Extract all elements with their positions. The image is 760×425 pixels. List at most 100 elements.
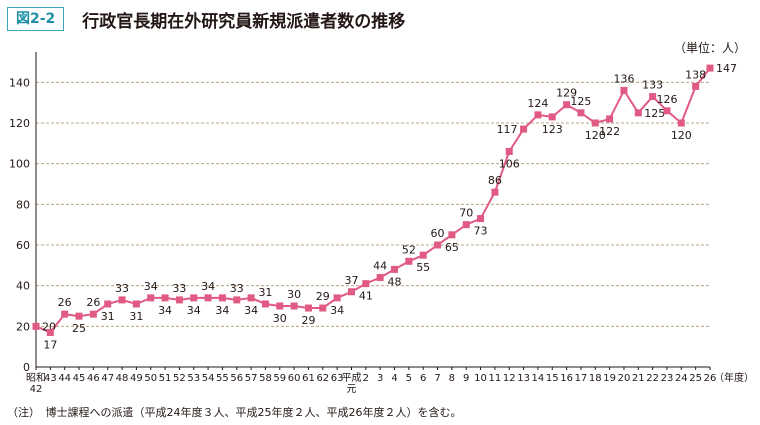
data-point	[706, 64, 714, 72]
data-point	[692, 82, 700, 90]
data-point	[147, 294, 155, 302]
x-tick-label: 52	[173, 373, 186, 384]
x-tick-label: 14	[532, 373, 545, 384]
x-tick-label: 11	[489, 373, 502, 384]
data-point	[218, 294, 226, 302]
data-point	[319, 304, 327, 312]
data-label: 44	[373, 260, 387, 273]
x-tick-label: 15	[546, 373, 559, 384]
data-point	[46, 328, 54, 336]
unit-label: （単位：人）	[673, 41, 746, 55]
data-label: 33	[172, 282, 186, 295]
data-point	[677, 119, 685, 127]
x-tick-label: 17	[575, 373, 588, 384]
data-label: 65	[445, 241, 459, 254]
data-label: 52	[402, 243, 416, 256]
data-point	[362, 280, 370, 288]
data-label: 125	[644, 107, 665, 120]
data-point	[534, 111, 542, 119]
x-tick-label: 19	[603, 373, 616, 384]
data-point	[261, 300, 269, 308]
data-point	[61, 310, 69, 318]
data-point	[405, 257, 413, 265]
x-tick-label: 42	[30, 384, 43, 395]
x-tick-label: 13	[517, 373, 530, 384]
data-label: 37	[344, 274, 358, 287]
data-label: 126	[656, 93, 677, 106]
x-tick-label: 平成	[341, 372, 361, 384]
x-tick-label: 25	[689, 373, 702, 384]
data-point	[304, 304, 312, 312]
x-tick-label: 20	[618, 373, 631, 384]
data-label: 34	[244, 304, 258, 317]
data-point	[104, 300, 112, 308]
data-label: 60	[431, 227, 445, 240]
y-tick-label: 60	[16, 239, 30, 252]
data-point	[161, 294, 169, 302]
x-tick-label: 22	[646, 373, 659, 384]
data-point	[204, 294, 212, 302]
x-tick-label: 18	[589, 373, 602, 384]
x-tick-label: 50	[144, 373, 157, 384]
data-label: 30	[287, 288, 301, 301]
x-tick-label: 44	[58, 373, 71, 384]
data-label: 106	[499, 157, 520, 170]
data-point	[290, 302, 298, 310]
x-tick-label: 8	[449, 373, 455, 384]
data-point	[333, 294, 341, 302]
data-point	[434, 241, 442, 249]
data-label: 34	[187, 304, 201, 317]
data-label: 136	[613, 72, 634, 85]
data-point	[591, 119, 599, 127]
data-point	[175, 296, 183, 304]
x-tick-label: 54	[202, 373, 215, 384]
y-tick-label: 40	[16, 280, 30, 293]
data-label: 129	[556, 87, 577, 100]
x-tick-label: 2	[363, 373, 369, 384]
x-tick-label: 3	[377, 373, 383, 384]
x-tick-label: 45	[73, 373, 86, 384]
x-tick-label: 53	[187, 373, 200, 384]
data-point	[391, 265, 399, 273]
data-point	[491, 188, 499, 196]
x-tick-label: 55	[216, 373, 229, 384]
footnote: （注） 博士課程への派遣（平成24年度３人、平成25年度２人、平成26年度２人）…	[7, 406, 462, 419]
data-label: 34	[144, 280, 158, 293]
data-point	[620, 86, 628, 94]
data-point	[462, 221, 470, 229]
data-label: 33	[230, 282, 244, 295]
data-label: 34	[158, 304, 172, 317]
data-label: 29	[316, 290, 330, 303]
x-tick-label: 49	[130, 373, 143, 384]
data-label: 125	[570, 95, 591, 108]
data-label: 26	[58, 296, 72, 309]
data-label: 48	[388, 275, 402, 288]
data-point	[233, 296, 241, 304]
data-label: 120	[671, 129, 692, 142]
x-tick-label: 4	[391, 373, 397, 384]
data-label: 34	[215, 304, 229, 317]
data-label: 34	[201, 280, 215, 293]
x-tick-label: 47	[101, 373, 114, 384]
x-tick-label: 48	[116, 373, 129, 384]
x-tick-label: 元	[346, 384, 356, 395]
data-point	[563, 101, 571, 109]
x-tick-label: 9	[463, 373, 469, 384]
y-tick-label: 0	[23, 361, 30, 374]
x-tick-label: 51	[159, 373, 172, 384]
x-tick-label: 59	[273, 373, 286, 384]
y-tick-label: 140	[9, 76, 30, 89]
data-label: 122	[599, 125, 620, 138]
figure-label: 図2-2	[7, 7, 65, 31]
chart-title: 行政官長期在外研究員新規派遣者数の推移	[82, 11, 406, 32]
data-label: 17	[43, 338, 57, 351]
x-tick-label: 5	[406, 373, 412, 384]
x-tick-label: 46	[87, 373, 100, 384]
data-point	[520, 125, 528, 133]
data-label: 41	[359, 290, 373, 303]
x-tick-label: 16	[560, 373, 573, 384]
data-label: 120	[585, 129, 606, 142]
data-point	[548, 113, 556, 121]
x-tick-label: 61	[302, 373, 315, 384]
